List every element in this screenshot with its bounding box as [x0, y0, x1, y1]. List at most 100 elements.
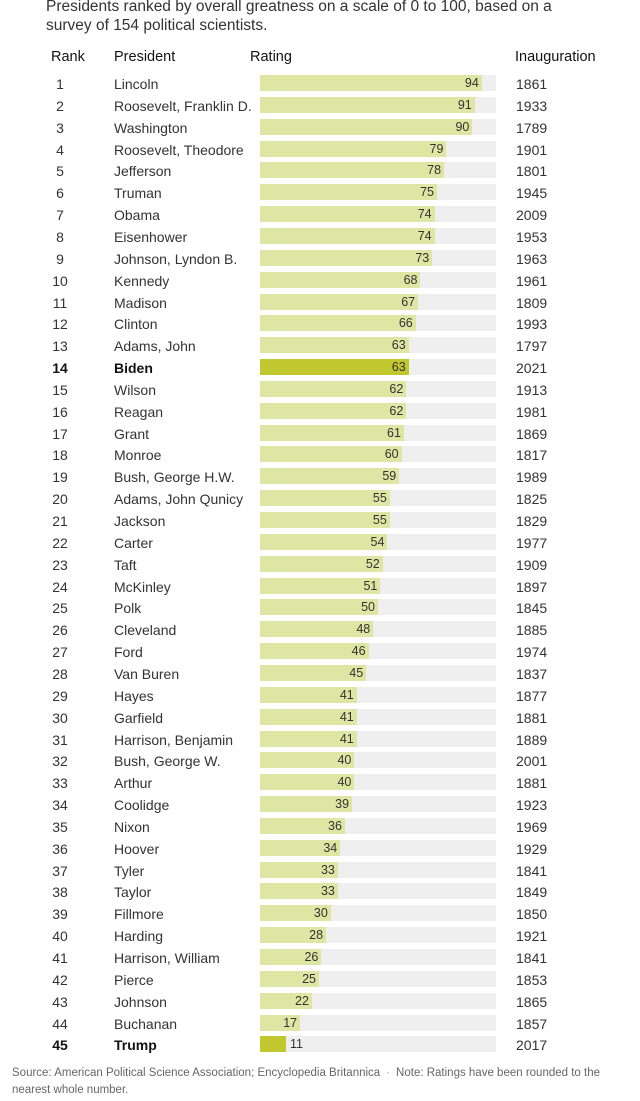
rating-bar	[260, 708, 357, 725]
rating-bar	[260, 206, 435, 223]
table-row: 38 Taylor 33 1849	[0, 881, 640, 903]
table-row: 43 Johnson 22 1865	[0, 991, 640, 1013]
inauguration-year: 1881	[516, 709, 548, 726]
president-name: Eisenhower	[114, 228, 188, 245]
rating-value-label: 67	[401, 294, 416, 309]
president-name: Garfield	[114, 709, 164, 726]
inauguration-year: 2017	[516, 1037, 548, 1054]
table-row: 22 Carter 54 1977	[0, 532, 640, 554]
table-row: 10 Kennedy 68 1961	[0, 270, 640, 292]
president-name: Adams, John	[114, 338, 196, 355]
rating-track	[260, 512, 496, 528]
rating-bar	[260, 446, 402, 463]
inauguration-year: 1897	[516, 578, 548, 595]
inauguration-year: 1933	[516, 97, 548, 114]
rating-value-label: 63	[391, 360, 406, 375]
rating-track	[260, 664, 496, 681]
rating-value-label: 33	[320, 862, 335, 877]
rating-track	[260, 271, 496, 288]
president-name: Johnson, Lyndon B.	[114, 250, 238, 267]
inauguration-year: 1981	[516, 403, 548, 420]
rank-cell: 33	[52, 775, 68, 792]
president-name: Trump	[114, 1037, 157, 1054]
rank-cell: 5	[56, 163, 64, 180]
inauguration-year: 1974	[516, 644, 548, 661]
rating-bar	[260, 468, 400, 485]
table-row: 17 Grant 61 1869	[0, 423, 640, 445]
inauguration-year: 1809	[516, 294, 548, 311]
rating-bar	[260, 686, 357, 703]
table-row: 24 McKinley 51 1897	[0, 576, 640, 598]
rank-cell: 16	[52, 403, 68, 420]
table-row: 9 Johnson, Lyndon B. 73 1963	[0, 248, 640, 270]
inauguration-year: 1857	[516, 1015, 548, 1032]
rounding-note: Note: Ratings have been rounded to the n…	[12, 1067, 600, 1096]
rating-bar	[260, 796, 353, 813]
rating-bar	[260, 249, 433, 266]
rank-cell: 28	[52, 665, 68, 682]
inauguration-year: 1961	[516, 272, 548, 289]
rating-track	[260, 1036, 496, 1053]
rating-bar	[260, 118, 473, 135]
rank-cell: 4	[56, 141, 64, 158]
rank-cell: 41	[52, 950, 68, 966]
rating-bar	[260, 817, 345, 834]
president-name: Lincoln	[114, 76, 159, 92]
rating-bar	[260, 577, 381, 594]
inauguration-year: 1845	[516, 600, 548, 617]
rating-bar	[260, 1014, 301, 1031]
inauguration-year: 1825	[516, 491, 548, 508]
rating-bar	[260, 927, 327, 944]
rank-cell: 23	[52, 556, 68, 573]
rating-bar	[260, 905, 331, 922]
president-name: Obama	[114, 207, 160, 224]
rating-track	[260, 359, 496, 376]
rating-bar	[260, 774, 355, 791]
president-name: Carter	[114, 534, 153, 551]
table-row: 25 Polk 50 1845	[0, 597, 640, 619]
inauguration-year: 1841	[516, 862, 548, 879]
rating-track	[260, 861, 496, 878]
rank-cell: 10	[52, 272, 68, 289]
president-column-header: President	[114, 49, 176, 65]
rating-track	[260, 817, 496, 834]
rating-value-label: 11	[289, 1037, 303, 1052]
table-row: 41 Harrison, William 26 1841	[0, 947, 640, 969]
rating-track	[260, 730, 496, 747]
rating-bar	[260, 599, 378, 616]
rank-cell: 17	[52, 425, 68, 442]
president-name: Truman	[114, 185, 162, 202]
president-name: Bush, George W.	[114, 753, 221, 770]
inauguration-column-header: Inauguration	[515, 49, 596, 65]
rating-value-label: 41	[339, 731, 354, 746]
inauguration-year: 1797	[516, 338, 548, 355]
rank-cell: 3	[56, 119, 64, 136]
rank-cell: 9	[56, 250, 64, 267]
president-name: Taft	[114, 556, 137, 573]
rating-bar	[260, 184, 437, 201]
rating-value-label: 62	[389, 381, 404, 396]
president-name: Ford	[114, 644, 143, 661]
rating-bar	[260, 162, 445, 179]
rank-column-header: Rank	[51, 49, 85, 65]
rank-cell: 34	[52, 797, 68, 814]
rank-cell: 15	[52, 381, 68, 398]
rating-value-label: 52	[365, 556, 380, 571]
rating-bar	[260, 315, 416, 332]
president-name: Hayes	[114, 687, 154, 704]
rank-cell: 26	[52, 622, 68, 639]
rating-value-label: 74	[417, 228, 432, 243]
rating-track	[260, 162, 496, 179]
rating-value-label: 73	[415, 250, 430, 265]
rating-bar	[260, 664, 367, 681]
inauguration-year: 1953	[516, 228, 548, 245]
inauguration-year: 1969	[516, 818, 548, 835]
rating-bar	[260, 533, 388, 550]
inauguration-year: 1853	[516, 971, 548, 988]
inauguration-year: 1909	[516, 556, 548, 573]
president-name: Hoover	[114, 840, 160, 857]
rating-value-label: 63	[391, 338, 406, 353]
rating-bar	[260, 555, 383, 572]
rating-value-label: 74	[417, 207, 432, 222]
president-name: Monroe	[114, 447, 162, 464]
